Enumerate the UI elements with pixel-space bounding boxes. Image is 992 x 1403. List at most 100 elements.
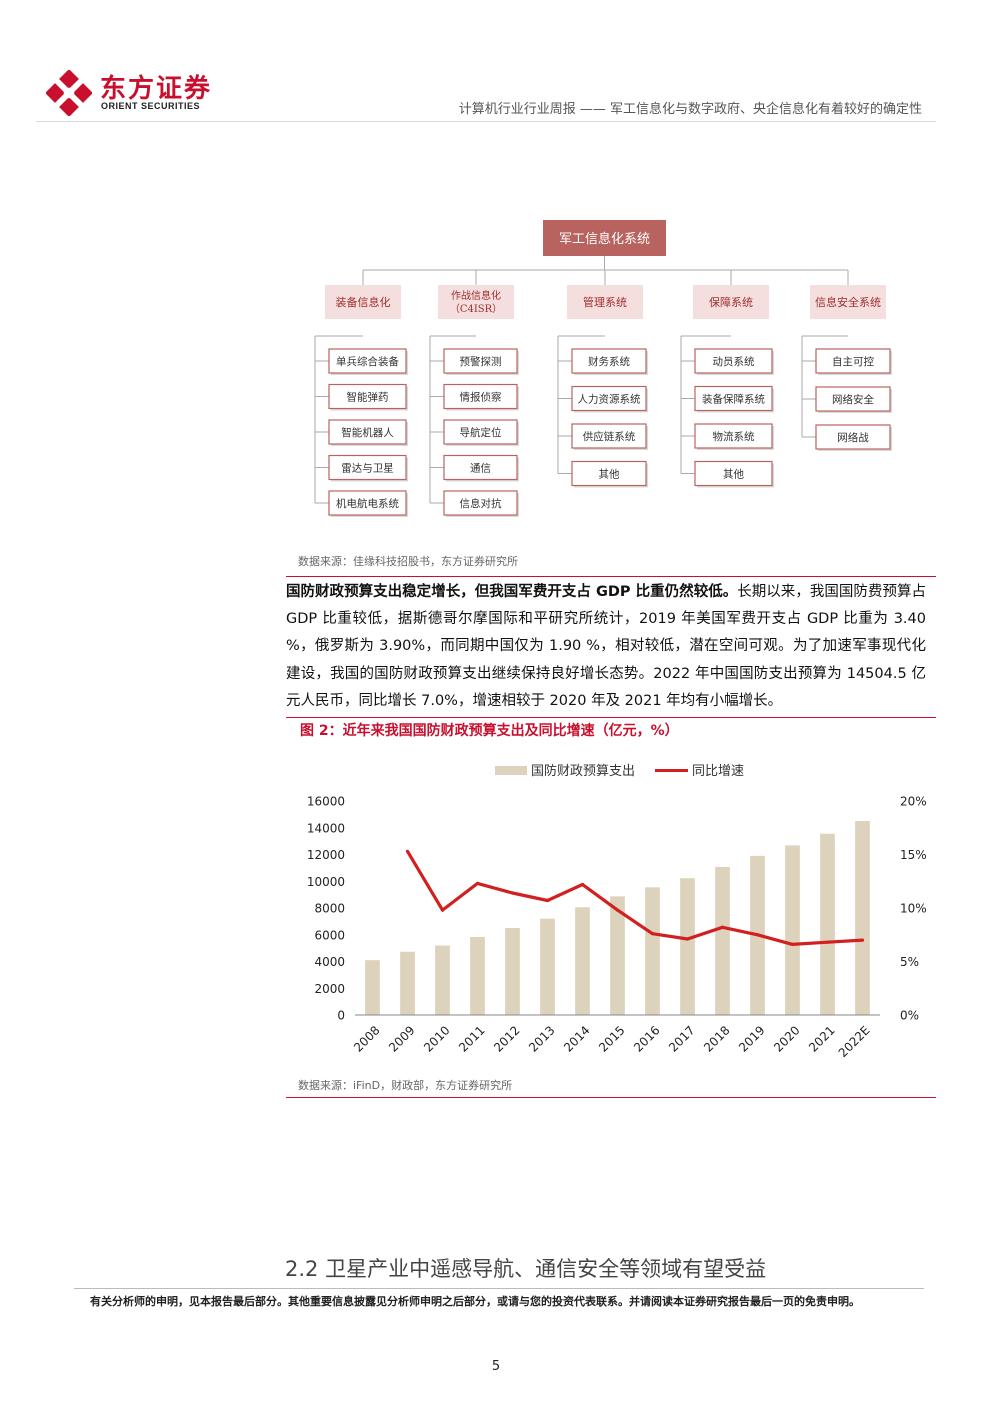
growth-point [650, 932, 655, 936]
bar [540, 918, 555, 1015]
x-tick-label: 2015 [596, 1023, 627, 1054]
page-number: 5 [491, 1359, 501, 1374]
x-tick-label: 2020 [771, 1023, 802, 1054]
org-item-box [443, 419, 518, 445]
org-item-label: 其他 [599, 468, 620, 481]
org-item-label: 通信 [470, 463, 491, 475]
bar [715, 866, 730, 1015]
org-item-label: 动员系统 [713, 355, 755, 368]
bar [435, 945, 450, 1015]
org-item-label: 物流系统 [713, 430, 755, 443]
divider [286, 576, 936, 577]
org-item-box [443, 490, 518, 516]
org-item-label: 装备保障系统 [702, 393, 765, 406]
org-branch-label: 保障系统 [709, 295, 753, 309]
org-item-box [815, 348, 891, 374]
growth-point [825, 940, 830, 944]
logo-icon [46, 70, 92, 116]
x-tick-label: 2009 [386, 1023, 417, 1054]
bar [680, 878, 695, 1015]
org-item-box [694, 385, 773, 412]
org-item-box [443, 348, 518, 374]
growth-point [720, 925, 725, 929]
legend-swatch-bar [495, 766, 527, 775]
org-item-box [443, 454, 518, 481]
growth-point [545, 898, 550, 903]
org-branch-box [693, 285, 769, 319]
org-item-label: 导航定位 [460, 426, 502, 439]
org-item-label: 情报侦察 [460, 391, 502, 404]
org-branch-box [567, 285, 643, 319]
growth-point [755, 933, 760, 937]
x-tick-label: 2013 [526, 1023, 557, 1054]
growth-point [440, 908, 445, 912]
x-tick-label: 2021 [806, 1023, 837, 1054]
growth-point [685, 937, 690, 941]
y-left-tick-label: 6000 [314, 928, 345, 942]
org-chart-source: 数据来源：佳缘科技招股书，东方证券研究所 [298, 555, 518, 568]
bar [575, 907, 590, 1015]
org-item-box [328, 454, 407, 481]
y-left-tick-label: 0 [337, 1009, 345, 1023]
y-left-tick-label: 16000 [307, 795, 345, 809]
y-left-tick-label: 12000 [307, 848, 345, 862]
org-item-label: 人力资源系统 [578, 393, 641, 406]
org-branch-label: 作战信息化 [451, 289, 501, 302]
figure-title: 图 2：近年来我国国防财政预算支出及同比增速（亿元，%） [300, 723, 679, 739]
org-item-box [328, 419, 407, 445]
y-left-tick-label: 8000 [314, 902, 345, 916]
chart-legend: 国防财政预算支出 同比增速 [495, 763, 744, 779]
org-item-label: 自主可控 [832, 355, 874, 368]
org-item-label: 智能弹药 [347, 391, 389, 404]
y-right-tick-label: 15% [900, 848, 927, 862]
paragraph-lead: 国防财政预算支出稳定增长，但我国军费开支占 GDP 比重仍然较低。 [286, 584, 738, 600]
growth-point [475, 881, 480, 885]
org-item-box [328, 348, 407, 374]
growth-line [406, 850, 863, 946]
org-branch-label: 信息安全系统 [815, 295, 881, 309]
org-item-label: 供应链系统 [583, 430, 636, 443]
org-item-label: 单兵综合装备 [336, 355, 399, 368]
org-item-box [571, 348, 647, 374]
x-tick-label: 2012 [491, 1023, 522, 1054]
x-tick-label: 2010 [421, 1023, 452, 1054]
defense-budget-chart: 国防财政预算支出 同比增速 0 2000 4000 6000 8000 10000 12000 1… [307, 763, 927, 1060]
growth-point [580, 882, 585, 887]
org-root-label: 军工信息化系统 [559, 231, 650, 247]
org-branch-box [438, 285, 514, 319]
growth-point [615, 908, 620, 912]
body-paragraph: 国防财政预算支出稳定增长，但我国军费开支占 GDP 比重仍然较低。长期以来，我国… [286, 579, 926, 715]
x-tick-label: 2014 [561, 1023, 592, 1054]
bar [855, 821, 870, 1015]
org-branch-box [325, 285, 401, 319]
bar [645, 887, 660, 1015]
disclaimer: 有关分析师的申明，见本报告最后部分。其他重要信息披露见分析师申明之后部分，或请与… [90, 1295, 860, 1308]
bar [505, 928, 520, 1015]
org-item-box [815, 424, 891, 450]
org-item-label: 机电航电系统 [336, 497, 399, 510]
bar [610, 896, 625, 1015]
x-tick-label: 2008 [351, 1023, 382, 1054]
y-right-tick-label: 0% [900, 1009, 919, 1023]
org-item-label: 其他 [723, 468, 744, 481]
y-right-tick-label: 20% [900, 795, 927, 809]
org-item-box [694, 460, 773, 487]
y-left-tick-label: 14000 [307, 821, 345, 835]
x-tick-label: 2016 [631, 1023, 662, 1054]
growth-point [510, 891, 515, 895]
x-tick-label: 2019 [736, 1023, 767, 1054]
org-item-box [328, 490, 407, 516]
org-item-box [815, 386, 891, 412]
org-branch-label: 管理系统 [583, 295, 627, 309]
divider [286, 1097, 936, 1098]
x-tick-label: 2011 [456, 1023, 487, 1054]
org-branch-box [810, 285, 886, 319]
y-right-tick-label: 5% [900, 955, 919, 969]
y-left-tick-label: 10000 [307, 875, 345, 889]
x-tick-label: 2022E [836, 1023, 873, 1060]
figure-source: 数据来源：iFinD，财政部，东方证券研究所 [298, 1079, 513, 1092]
bar [785, 845, 800, 1015]
bar [400, 951, 415, 1015]
org-item-box [443, 383, 518, 410]
